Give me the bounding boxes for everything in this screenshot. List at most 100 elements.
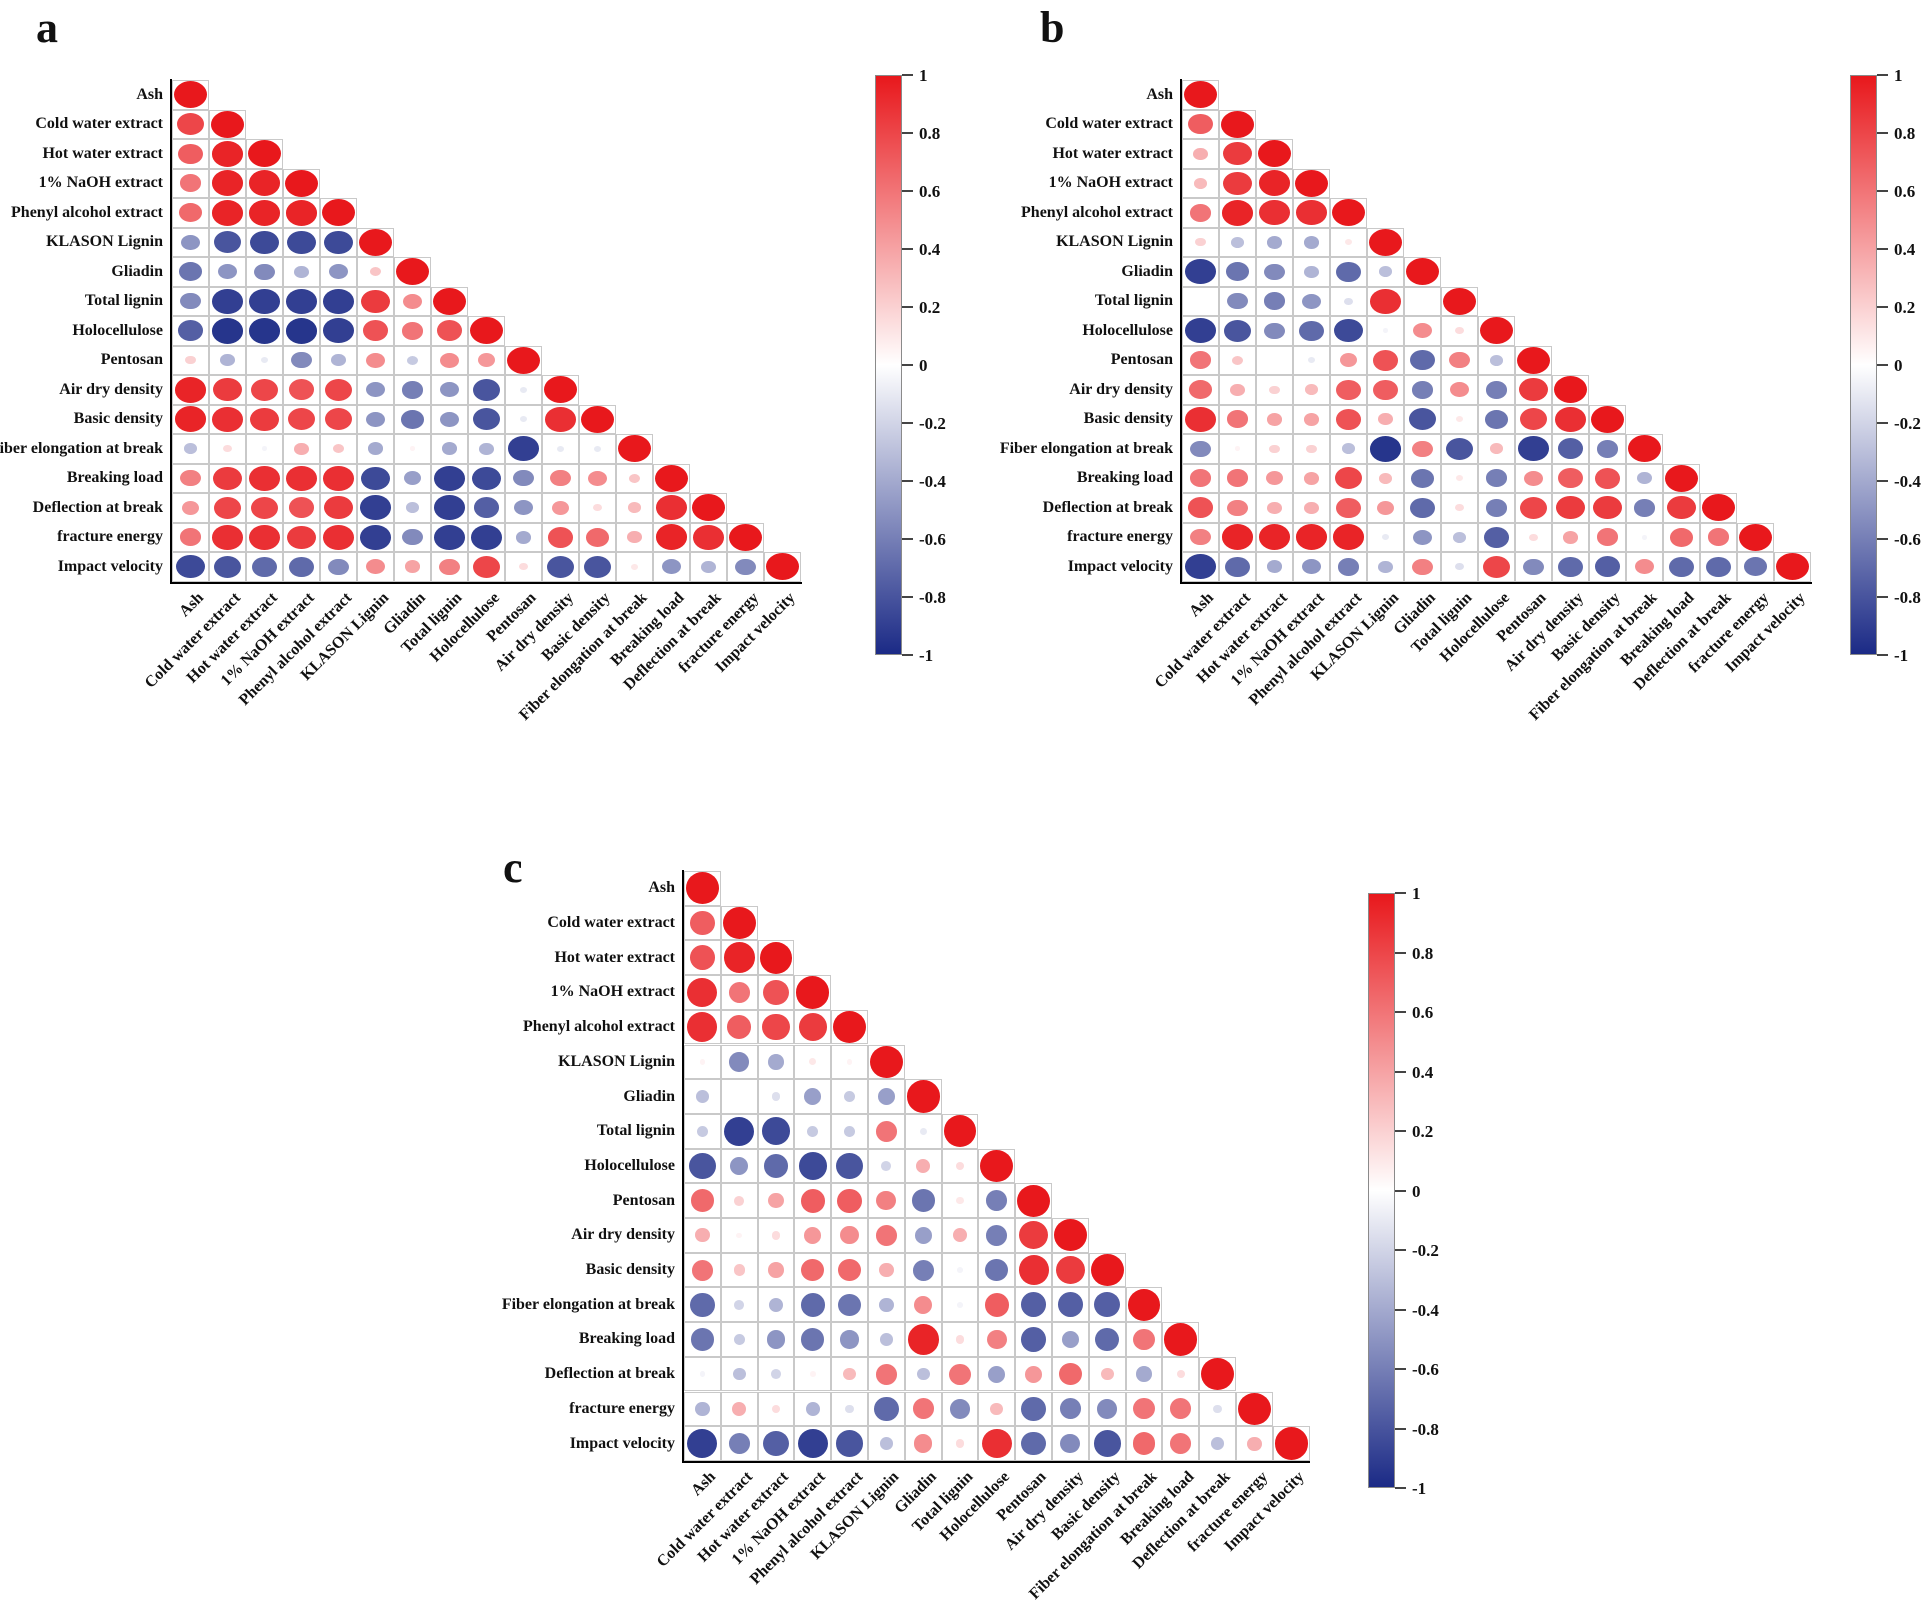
corr-circle [1485,380,1508,399]
row-label: Pentosan [100,351,163,369]
corr-circle [519,416,528,423]
corr-circle [801,1328,825,1351]
corr-circle [1518,436,1549,462]
corr-circle [696,1125,709,1137]
colorbar-tick-label: -0.4 [919,472,946,491]
corr-circle [1594,467,1621,489]
colorbar-tick [1395,1130,1406,1132]
colorbar-tick-label: -0.2 [1412,1241,1439,1260]
corr-circle [916,1158,931,1173]
corr-circle [655,524,688,551]
corr-circle [1483,526,1510,548]
corr-circle [1127,1288,1161,1321]
corr-circle [1189,203,1212,222]
colorbar-tick [1395,1189,1406,1192]
corr-circle [879,1437,893,1450]
corr-circle [763,979,789,1006]
colorbar-tick-label: 0.6 [1412,1003,1434,1022]
corr-circle [691,1259,714,1281]
corr-circle [471,524,502,550]
corr-circle [955,1439,965,1448]
corr-circle [403,471,422,486]
corr-circle [213,378,242,402]
corr-circle [1556,496,1585,520]
corr-circle [1557,438,1584,460]
corr-circle [1097,1399,1118,1419]
corr-circle [179,528,202,547]
corr-circle [260,357,269,364]
col-label: Ash [175,588,207,620]
corr-circle [1485,469,1508,488]
corr-circle [1641,534,1648,540]
row-label: Phenyl alcohol extract [523,1018,675,1036]
corr-circle [907,1324,939,1355]
corr-circle [550,470,571,487]
row-label: Holocellulose [72,321,163,339]
corr-circle [1057,1292,1084,1318]
corr-circle [1230,383,1245,396]
corr-circle [366,352,385,368]
colorbar-tick [902,654,913,656]
row-label: Holocellulose [1082,321,1173,339]
corr-cell [431,345,468,375]
corr-cell [172,434,209,464]
corr-circle [1344,239,1353,246]
corr-circle [1190,529,1211,546]
corr-circle [519,386,528,393]
corr-circle [361,466,390,490]
corr-circle [1221,199,1254,226]
corr-circle [174,81,207,109]
corr-circle [1529,533,1538,541]
corr-circle [1176,1369,1186,1379]
corr-circle [1221,524,1254,551]
corr-cell [542,463,579,493]
corr-circle [1266,412,1283,426]
colorbar-tick-label: 0.8 [919,124,941,143]
corr-circle [1133,1398,1155,1420]
corr-circle [323,288,354,314]
row-label: 1% NaOH extract [550,983,675,1001]
corr-circle [1305,384,1318,396]
corr-circle [359,228,392,256]
colorbar-tick-label: -0.8 [1412,1419,1439,1439]
colorbar-tick-label: 0.4 [1412,1062,1434,1082]
corr-circle [324,408,353,431]
colorbar-tick-label: 0 [1412,1181,1421,1201]
corr-circle [656,495,687,521]
row-label: Holocellulose [584,1156,675,1174]
corr-circle [1019,1221,1048,1250]
corr-circle [1017,1184,1050,1217]
colorbar-tick-label: 1 [1894,66,1903,85]
corr-circle [213,466,242,490]
row-label: Fiber elongation at break [999,439,1173,457]
y-axis-line [681,870,684,1462]
row-label: Total lignin [84,292,163,310]
corr-cell [720,975,758,1010]
corr-circle [250,407,279,431]
y-axis-line [1179,79,1182,583]
corr-circle [1591,405,1624,433]
colorbar-tick-label: -1 [1412,1479,1427,1498]
corr-circle [1170,1398,1192,1420]
corr-circle [771,1404,781,1414]
corr-circle [762,1013,790,1041]
corr-circle [1231,236,1244,248]
corr-circle [1304,501,1319,514]
corr-circle [1303,471,1320,485]
corr-circle [1370,288,1401,314]
corr-cell [720,1044,758,1080]
corr-circle [1334,467,1363,490]
corr-cell [727,552,764,582]
corr-circle [1095,1327,1120,1352]
colorbar [875,75,902,655]
corr-circle [627,531,642,544]
corr-circle [1213,1404,1222,1414]
corr-circle [367,442,384,456]
colorbar-tick [902,364,913,366]
corr-circle [956,1197,964,1205]
corr-circle [1266,235,1283,249]
corr-circle [662,559,681,575]
corr-circle [515,530,532,544]
corr-circle [179,262,202,282]
corr-cell [1404,286,1441,316]
